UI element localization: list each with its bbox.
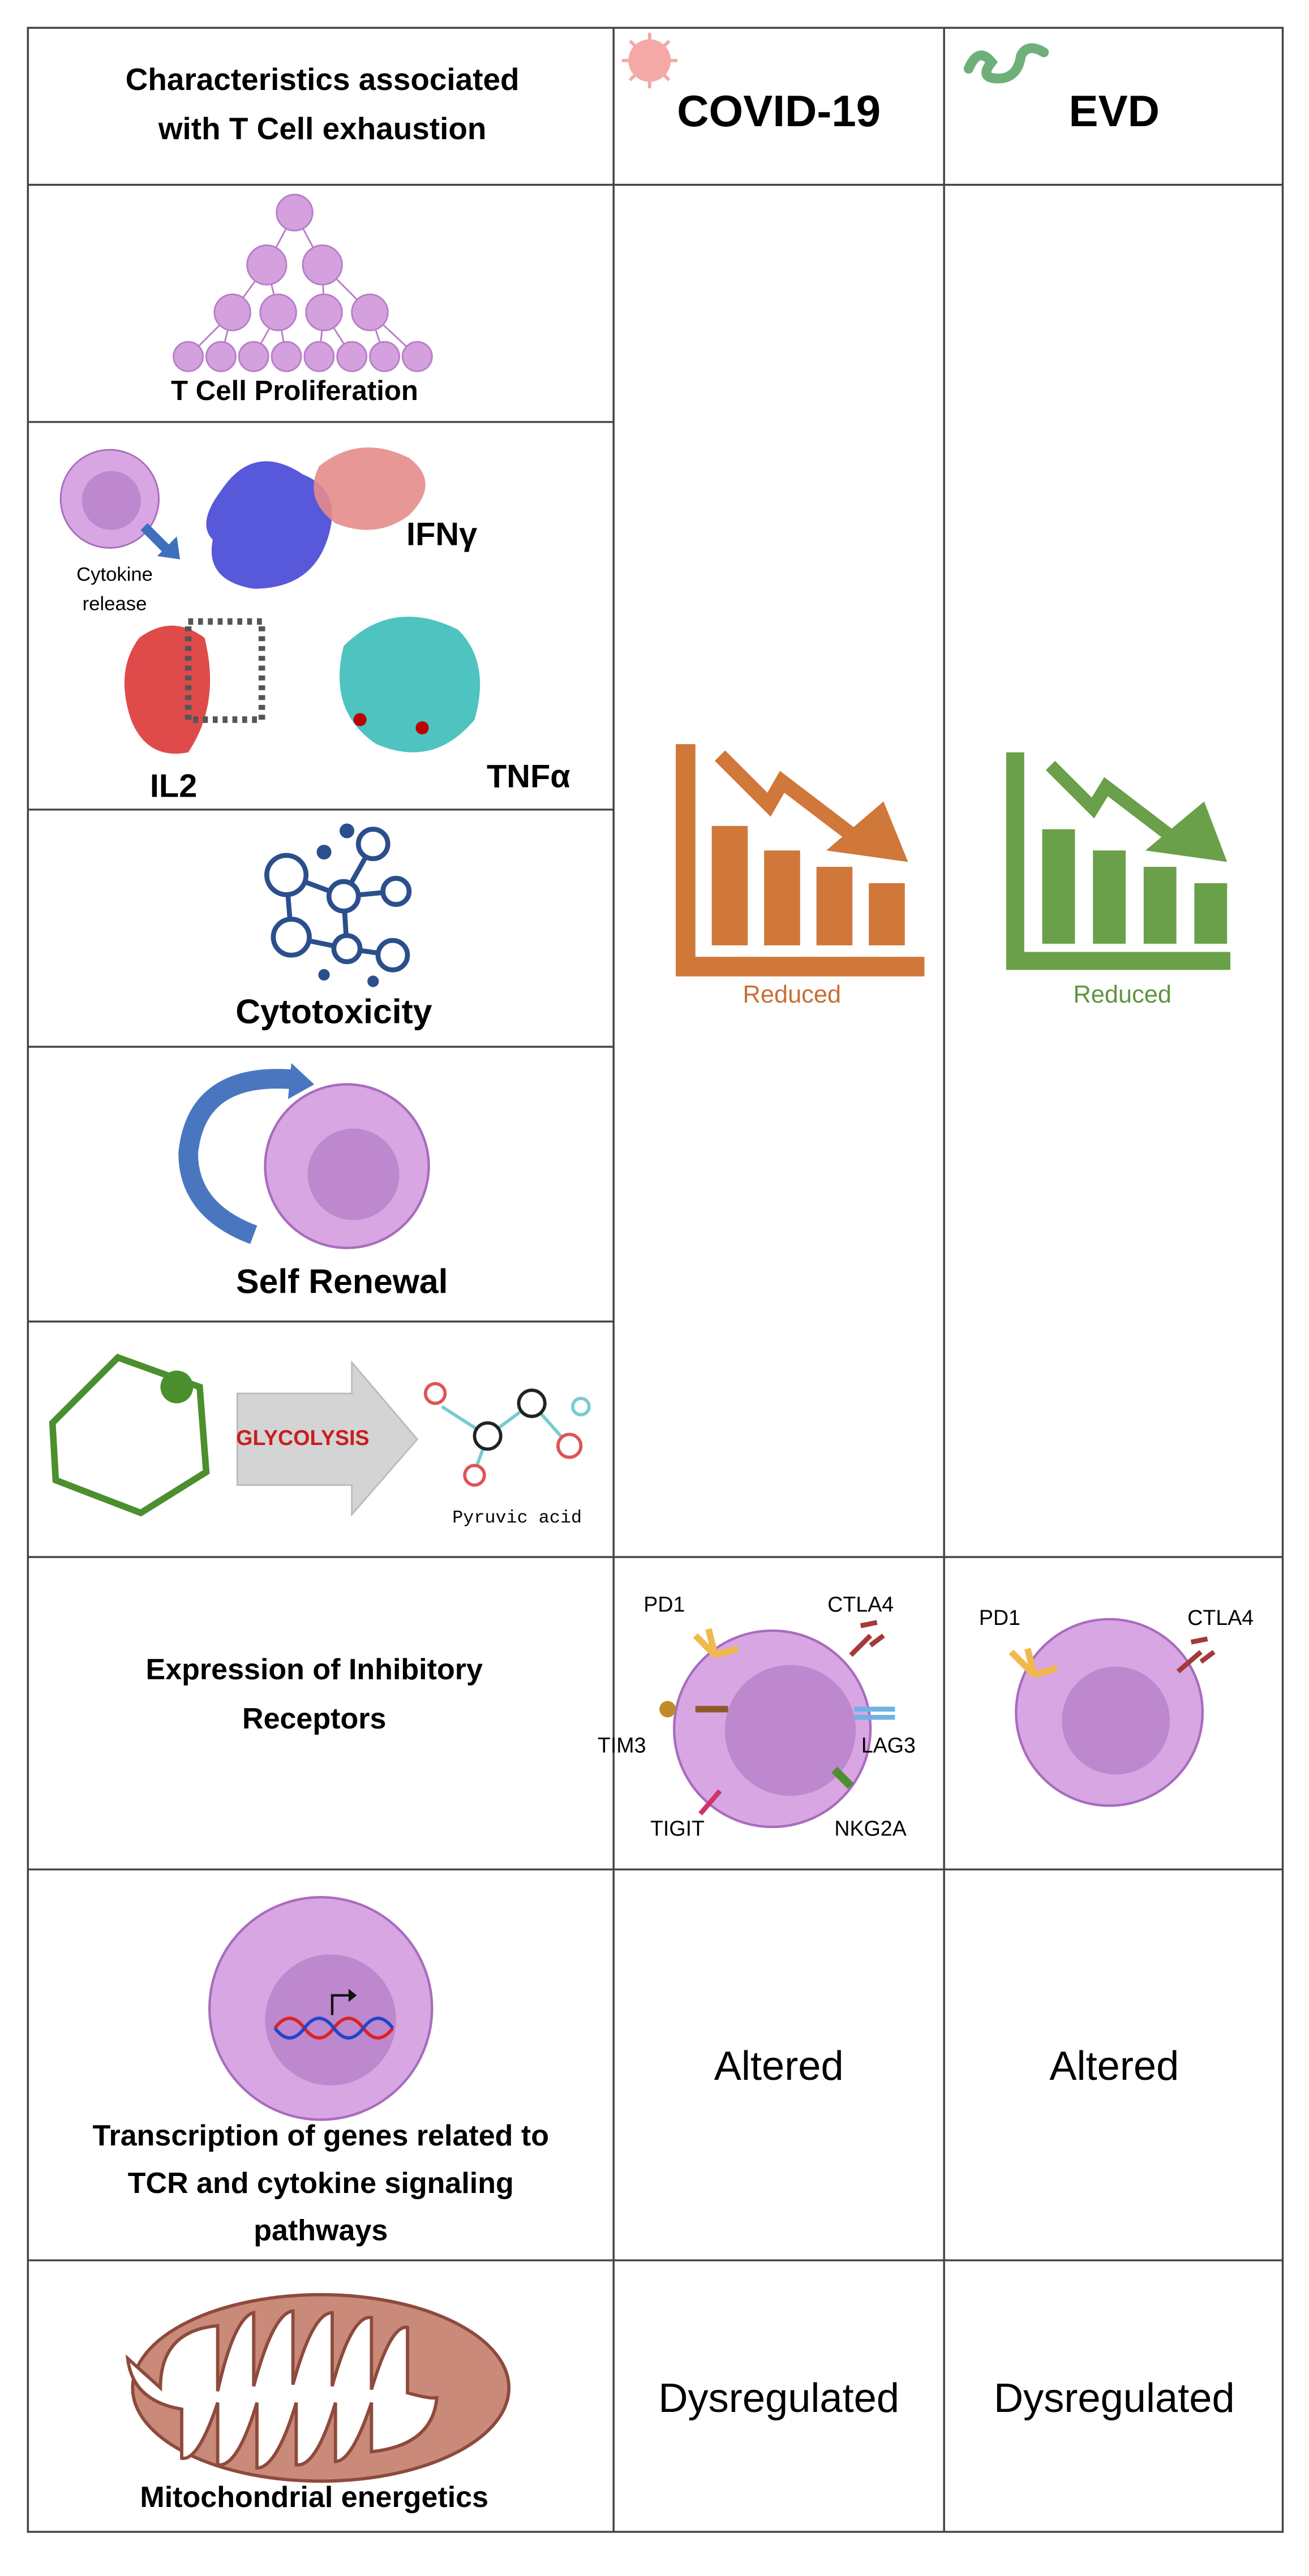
evd-cell <box>1008 1618 1216 1807</box>
virus-icon <box>621 32 677 89</box>
row-label: Expression of Inhibitory <box>146 1653 483 1686</box>
product-label: Pyruvic acid <box>452 1508 582 1528</box>
row-label: Receptors <box>242 1702 386 1735</box>
cytotoxicity-illustration <box>264 823 412 987</box>
receptor-label: NKG2A <box>834 1817 906 1840</box>
molecule-label: IL2 <box>150 768 198 805</box>
cytokine-illustration <box>59 447 480 754</box>
row-label: Mitochondrial energetics <box>140 2481 488 2514</box>
row-label: pathways <box>254 2214 388 2247</box>
column-header: EVD <box>1069 86 1160 136</box>
row-label: Self Renewal <box>236 1262 448 1300</box>
cytokine-label: Cytokine <box>76 564 153 586</box>
cytokine-label: release <box>83 594 147 615</box>
row-label: Transcription of genes related to <box>93 2119 549 2152</box>
row-label: T Cell Proliferation <box>171 376 418 406</box>
row-label: TCR and cytokine signaling <box>128 2167 514 2200</box>
process-label: GLYCOLYSIS <box>236 1426 369 1450</box>
receptor-label: CTLA4 <box>827 1593 894 1616</box>
column-header: COVID-19 <box>677 86 881 136</box>
covid-cell <box>659 1620 895 1829</box>
receptor-label: CTLA4 <box>1187 1606 1254 1629</box>
molecule-label: TNFα <box>487 758 570 794</box>
molecule-label: IFNγ <box>406 516 477 552</box>
cell-value: Dysregulated <box>658 2376 899 2421</box>
reduced-label: Reduced <box>743 981 842 1008</box>
mitochondrion-illustration <box>125 2293 511 2483</box>
ebola-icon <box>963 43 1049 84</box>
proliferation-illustration <box>173 193 433 372</box>
receptor-label: LAG3 <box>861 1733 916 1757</box>
self-renewal-illustration <box>178 1063 430 1249</box>
transcription-illustration <box>208 1896 434 2121</box>
cell-value: Altered <box>1049 2044 1179 2089</box>
glycolysis-illustration <box>49 1353 591 1517</box>
row-label: Cytotoxicity <box>235 992 432 1030</box>
header-text: Characteristics associated <box>126 62 520 97</box>
reduced-chart-icon <box>1006 752 1231 970</box>
header-text: with T Cell exhaustion <box>158 111 487 146</box>
receptor-label: TIGIT <box>650 1817 705 1840</box>
table-grid <box>27 27 1284 2533</box>
receptor-label: PD1 <box>979 1606 1020 1629</box>
reduced-label: Reduced <box>1073 981 1171 1008</box>
receptor-label: PD1 <box>643 1593 685 1616</box>
receptor-label: TIM3 <box>598 1733 646 1757</box>
cell-value: Dysregulated <box>994 2376 1235 2421</box>
reduced-chart-icon <box>676 744 925 977</box>
cell-value: Altered <box>714 2044 844 2089</box>
